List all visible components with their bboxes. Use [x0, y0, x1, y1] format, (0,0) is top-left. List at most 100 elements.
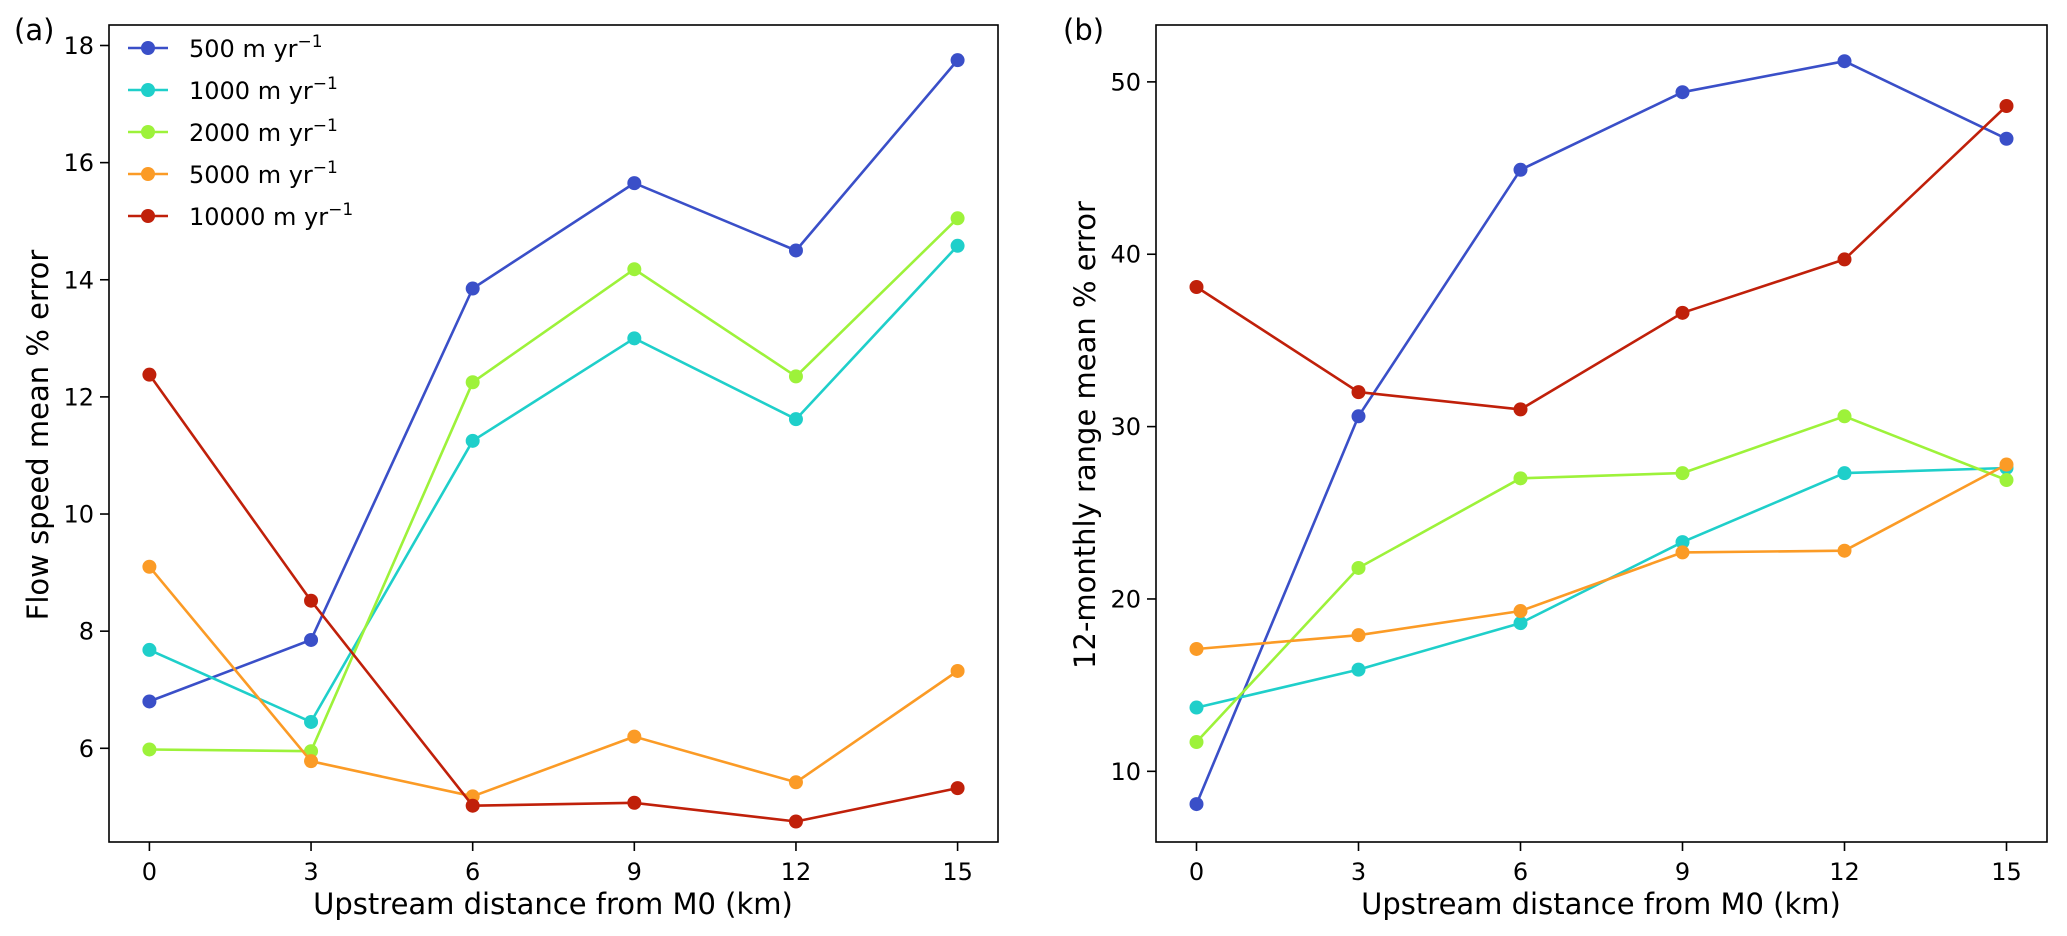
panel-a-point-10000 [142, 367, 157, 382]
panel-b-point-10000 [1999, 99, 2014, 114]
panel-a-series-line-2000 [149, 217, 959, 753]
panel-b-ytick-label: 40 [1110, 241, 1141, 269]
panel-a-point-1000 [627, 331, 642, 346]
panel-a-point-5000 [142, 559, 157, 574]
panel-a-frame [108, 24, 999, 843]
panel-a-point-2000 [627, 262, 642, 277]
panel-b-point-500 [1351, 409, 1366, 424]
legend-swatch-marker [141, 125, 155, 139]
panel-a-series [142, 53, 965, 829]
panel-a-point-5000 [627, 729, 642, 744]
panel-b-point-1000 [1513, 616, 1528, 631]
panel-a-series-line-1000 [148, 244, 959, 724]
legend-label-value: 2000 [189, 119, 250, 147]
legend-label-exponent: −1 [298, 32, 323, 52]
legend-label-unit: m yr [250, 77, 313, 105]
panel-a-xtick-label: 3 [303, 858, 318, 886]
panel-a-xtick-label: 12 [781, 858, 812, 886]
panel-a-point-1000 [304, 714, 319, 729]
panel-b-xtick-label: 12 [1829, 858, 1860, 886]
panel-b-point-2000 [1189, 735, 1204, 750]
panel-b-series [1189, 54, 2014, 812]
panel-b-point-5000 [1351, 628, 1366, 643]
panel-b-point-5000 [1189, 641, 1204, 656]
panel-a-point-10000 [304, 593, 319, 608]
legend-label-value: 10000 [189, 203, 265, 231]
panel-b-frame [1155, 24, 2048, 843]
legend-label: 10000 m yr−1 [189, 200, 353, 231]
panel-b-ticks: 0 3 6 9 12 15 10 20 30 40 50 [1110, 68, 2021, 886]
panel-a-point-2000 [142, 742, 157, 757]
panel-b-point-500 [1999, 131, 2014, 146]
panel-a-point-2000 [950, 211, 965, 226]
panel-b-series-line-5000 [1196, 463, 2008, 651]
panel-b-xtick-label: 0 [1189, 858, 1204, 886]
legend-label-value: 500 [189, 35, 235, 63]
panel-a-point-2000 [304, 744, 319, 759]
legend-label: 500 m yr−1 [189, 32, 323, 63]
legend-label-exponent: −1 [313, 158, 338, 178]
panel-b-point-500 [1513, 162, 1528, 177]
legend-swatch-marker [141, 209, 155, 223]
legend-item-10000: 10000 m yr−1 [128, 200, 353, 231]
panel-b-point-5000 [1999, 457, 2014, 472]
panel-b-xlabel: Upstream distance from M0 (km) [1361, 887, 1841, 921]
legend-label: 2000 m yr−1 [189, 116, 338, 147]
panel-a-xtick-label: 15 [942, 858, 973, 886]
legend-label: 1000 m yr−1 [189, 74, 338, 105]
legend-label-value: 1000 [189, 77, 250, 105]
panel-a-point-10000 [465, 798, 480, 813]
legend-swatch-marker [141, 83, 155, 97]
panel-a-series-line-10000 [148, 373, 958, 823]
panel-a-ytick-label: 14 [63, 266, 94, 294]
legend-label-unit: m yr [235, 35, 298, 63]
panel-b-series-line-500 [1195, 59, 2008, 805]
panel-a-ytick-label: 16 [63, 149, 94, 177]
panel-b-point-5000 [1513, 604, 1528, 619]
panel-a-point-500 [465, 281, 480, 296]
panel-b-point-1000 [1189, 700, 1204, 715]
legend-item-500: 500 m yr−1 [128, 32, 323, 63]
panel-b-xtick-label: 3 [1351, 858, 1366, 886]
panel-a-ytick-label: 12 [63, 383, 94, 411]
legend-item-2000: 2000 m yr−1 [128, 116, 338, 147]
panel-b-point-2000 [1351, 560, 1366, 575]
legend-swatch-marker [141, 167, 155, 181]
panel-a-point-1000 [465, 433, 480, 448]
panel-a-ytick-label: 18 [63, 32, 94, 60]
panel-a-ytick-label: 10 [63, 501, 94, 529]
panel-b-point-2000 [1675, 466, 1690, 481]
panel-a-point-1000 [142, 642, 157, 657]
panel-b-ytick-label: 30 [1110, 413, 1141, 441]
panel-b-ylabel: 12-monthly range mean % error [1068, 201, 1102, 669]
legend-label-exponent: −1 [313, 74, 338, 94]
panel-b-ytick-label: 50 [1110, 68, 1141, 96]
panel-b-point-500 [1837, 54, 1852, 69]
panel-a-point-10000 [950, 781, 965, 796]
panel-a-point-5000 [950, 663, 965, 678]
panel-a-xtick-label: 6 [465, 858, 480, 886]
panel-b-point-5000 [1675, 545, 1690, 560]
panel-a-point-1000 [950, 238, 965, 253]
panel-b-xtick-label: 15 [1991, 858, 2022, 886]
panel-b-point-1000 [1837, 466, 1852, 481]
panel-b-label: (b) [1063, 13, 1104, 47]
panel-b-point-500 [1189, 797, 1204, 812]
legend-label-value: 5000 [189, 161, 250, 189]
panel-a-point-1000 [788, 412, 803, 427]
panel-b-point-10000 [1675, 305, 1690, 320]
panel-a-point-500 [627, 176, 642, 191]
panel-a-series-line-500 [148, 59, 959, 703]
panel-b: (b) 12-monthly range mean % error Upstre… [1063, 13, 2048, 921]
panel-a-label: (a) [14, 13, 54, 47]
legend-swatch-marker [141, 41, 155, 55]
panel-b-ytick-label: 10 [1110, 758, 1141, 786]
panel-a-ytick-label: 6 [79, 735, 94, 763]
panel-b-point-10000 [1351, 385, 1366, 400]
panel-a-point-10000 [627, 795, 642, 810]
panel-a-ylabel: Flow speed mean % error [21, 250, 55, 621]
panel-a: (a) Flow speed mean % error Upstream dis… [14, 13, 999, 921]
panel-b-series-line-10000 [1195, 105, 2008, 411]
